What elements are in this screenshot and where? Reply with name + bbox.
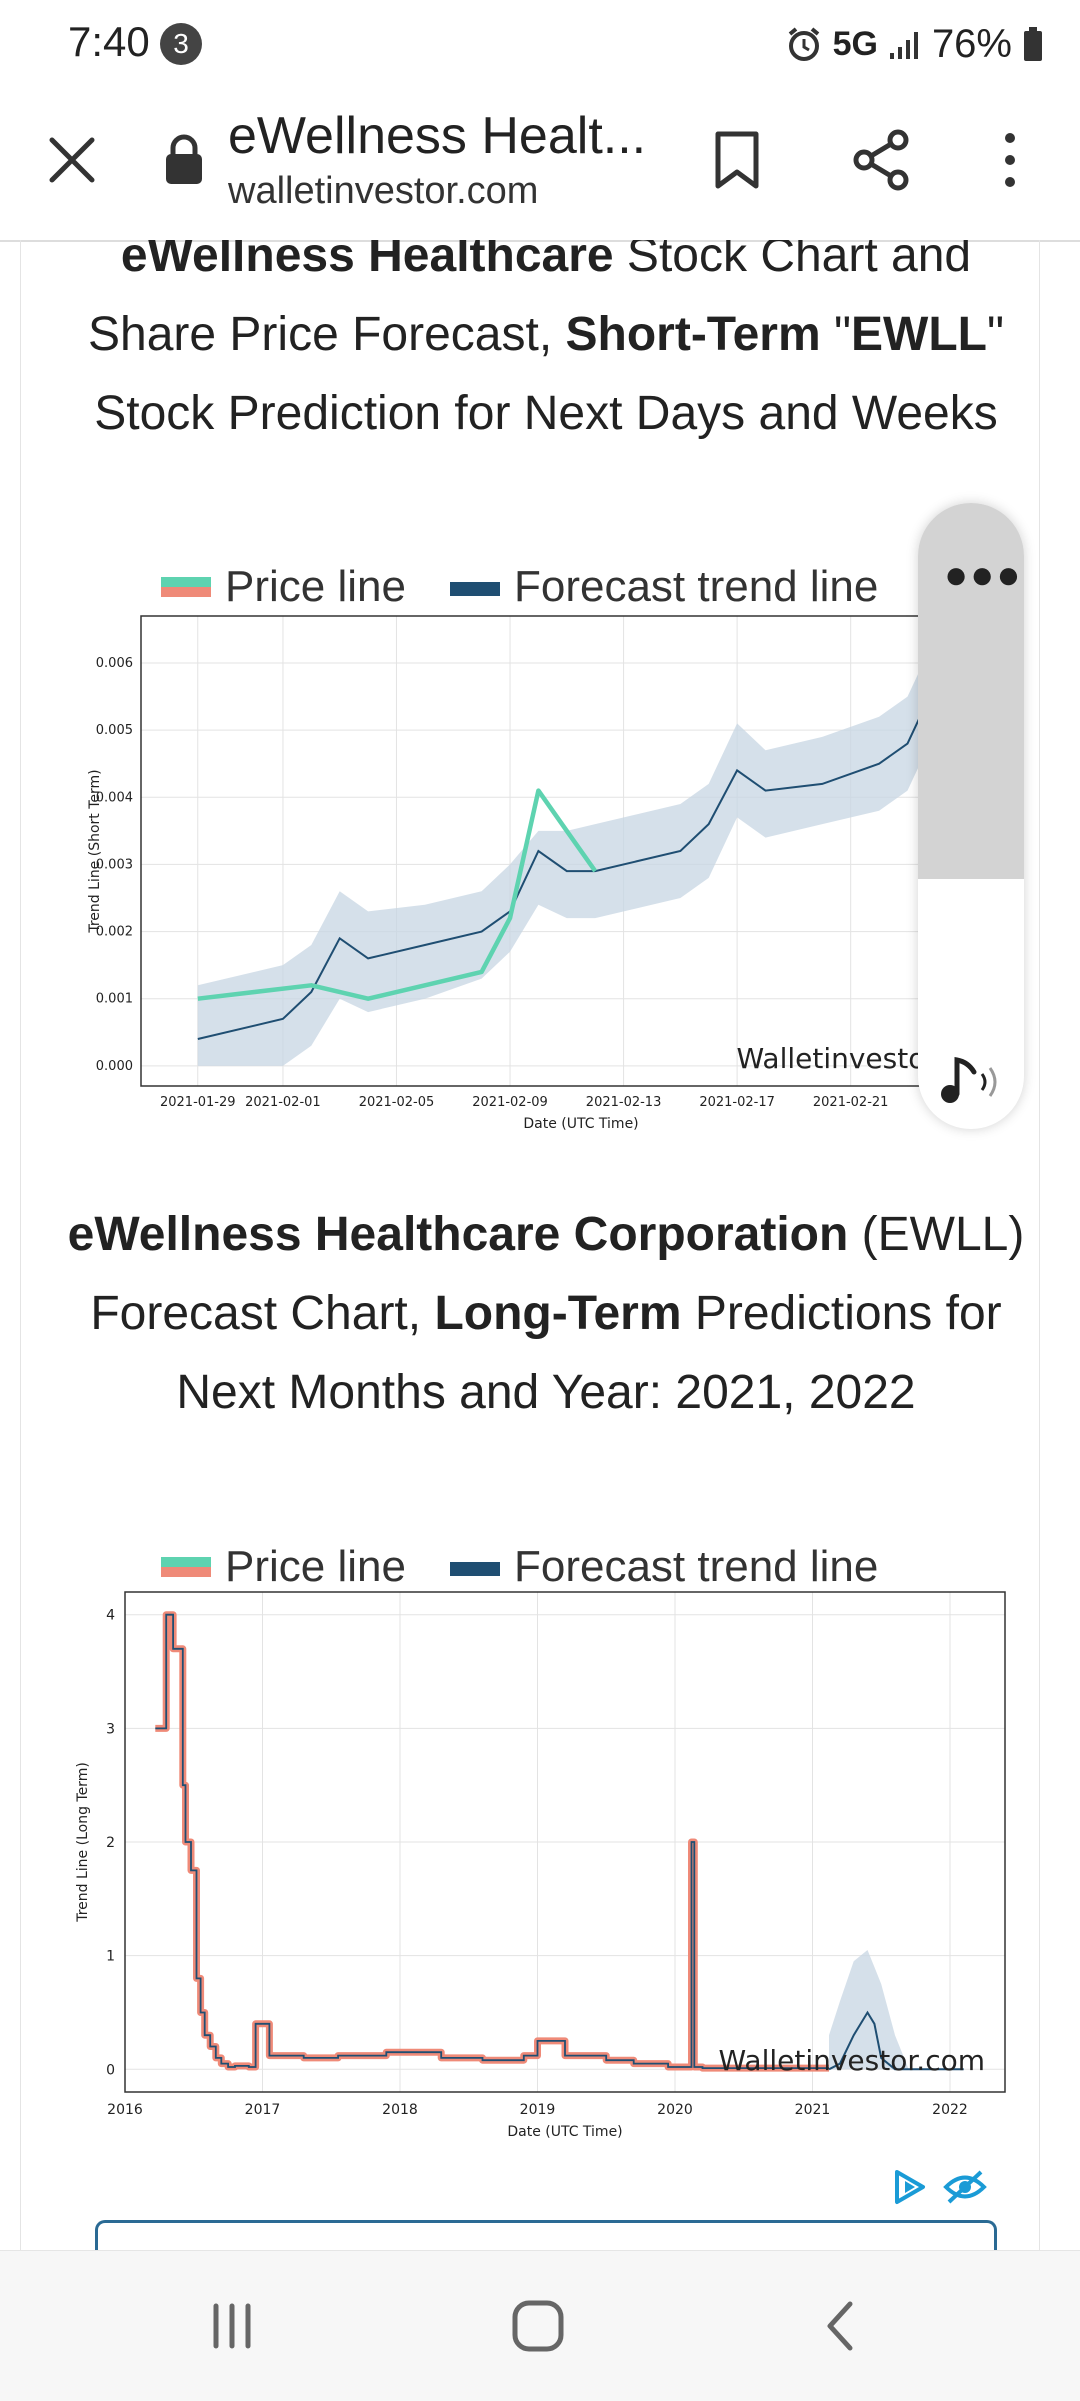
- status-bar: 7:40 3 5G 76%: [0, 0, 1080, 88]
- x-tick-label: 2020: [657, 2102, 693, 2118]
- x-tick-label: 2021-02-05: [359, 1095, 435, 1110]
- recent-apps-icon[interactable]: [202, 2296, 262, 2356]
- forecast-confidence-band: [829, 1950, 909, 2070]
- y-tick-label: 0.004: [96, 790, 133, 805]
- legend-forecast-label: Forecast trend line: [513, 562, 879, 611]
- x-tick-label: 2021-02-01: [245, 1095, 321, 1110]
- heading-term: Short-Term: [565, 308, 821, 361]
- short-term-chart: 2021-01-29 2021-02-01 2021-02-05 2021-02-09…: [87, 615, 1022, 1132]
- heading-ticker: EWLL: [851, 308, 987, 361]
- legend-price-swatch: [161, 577, 211, 597]
- y-tick-label: 3: [106, 1721, 115, 1737]
- price-line: [155, 1611, 829, 2072]
- page-title[interactable]: eWellness Healt...: [228, 107, 647, 165]
- close-icon[interactable]: [40, 128, 104, 192]
- long-term-chart: 2016 2017 2018 2019 2020 2021 2022 0 1 2 3 4 Date (U…: [75, 1591, 1006, 2140]
- x-tick-label: 2016: [107, 2102, 143, 2118]
- legend-price-swatch: [161, 1557, 211, 1577]
- legend-price-label: Price line: [225, 562, 406, 611]
- status-time: 7:40: [68, 18, 150, 65]
- x-axis-label: Date (UTC Time): [507, 2124, 622, 2140]
- long-term-heading: eWellness Healthcare Corporation (EWLL) …: [61, 1195, 1031, 1432]
- y-tick-label: 0.006: [96, 656, 133, 671]
- widget-handle[interactable]: ●●●: [918, 503, 1024, 879]
- floating-media-widget[interactable]: ●●●: [918, 503, 1024, 1129]
- y-axis-label: Trend Line (Long Term): [75, 1762, 91, 1923]
- page-content: eWellness Healthcare Stock Chart and Sha…: [20, 240, 1040, 2250]
- forecast-trend-line: [197, 681, 965, 1040]
- forecast-trend-line: [828, 2010, 964, 2071]
- y-tick-label: 0.003: [96, 857, 133, 872]
- battery-level: 76%: [931, 21, 1012, 66]
- ad-container[interactable]: [95, 2220, 997, 2250]
- y-axis-label: Trend Line (Short Term): [87, 769, 103, 933]
- ad-controls: [891, 2168, 987, 2206]
- heading-text: (EWLL) Forecast Chart,: [90, 1208, 1025, 1340]
- x-tick-label: 2021: [795, 2102, 831, 2118]
- heading-text: Stock Chart and Share Price Forecast,: [87, 240, 972, 361]
- page-url[interactable]: walletinvestor.com: [228, 170, 539, 212]
- heading-text-2: " Stock Prediction for Next Days and Wee…: [94, 308, 1005, 440]
- x-tick-label: 2022: [932, 2102, 968, 2118]
- x-axis-label: Date (UTC Time): [523, 1116, 638, 1132]
- y-tick-label: 0.000: [96, 1059, 133, 1074]
- network-type: 5G: [832, 24, 878, 63]
- back-icon[interactable]: [812, 2296, 872, 2356]
- short-term-heading: eWellness Healthcare Stock Chart and Sha…: [61, 240, 1031, 453]
- y-tick-label: 0.002: [96, 925, 133, 940]
- heading-company: eWellness Healthcare: [120, 240, 614, 282]
- signal-icon: [889, 32, 918, 59]
- lock-icon: [166, 134, 202, 184]
- y-tick-label: 1: [106, 1949, 115, 1965]
- home-icon[interactable]: [508, 2296, 568, 2356]
- share-icon[interactable]: [850, 128, 914, 192]
- heading-term: Long-Term: [434, 1287, 682, 1340]
- x-tick-label: 2021-02-09: [472, 1095, 548, 1110]
- short-chart-legend: Price line Forecast trend line: [161, 562, 878, 612]
- x-tick-label: 2021-01-29: [160, 1095, 236, 1110]
- plot-frame: [124, 1591, 1006, 2093]
- y-tick-label: 4: [106, 1608, 115, 1624]
- y-tick-label: 2: [106, 1835, 115, 1851]
- bookmark-icon[interactable]: [712, 128, 762, 192]
- heading-quote: ": [820, 308, 851, 361]
- legend-price-label: Price line: [225, 1542, 406, 1591]
- more-options-icon[interactable]: [990, 128, 1030, 192]
- legend-forecast-label: Forecast trend line: [513, 1542, 879, 1591]
- notification-count-badge: 3: [160, 23, 202, 65]
- long-chart-legend: Price line Forecast trend line: [161, 1542, 878, 1592]
- y-tick-label: 0: [106, 2062, 115, 2078]
- heading-company: eWellness Healthcare Corporation: [67, 1208, 849, 1261]
- heading-text-2: Predictions for Next Months and Year: 20…: [176, 1287, 1002, 1419]
- x-tick-label: 2018: [382, 2102, 418, 2118]
- legend-forecast-swatch: [449, 579, 500, 596]
- x-tick-label: 2021-02-21: [813, 1095, 889, 1110]
- browser-toolbar: eWellness Healt... walletinvestor.com: [0, 88, 1080, 242]
- ad-choices-icon[interactable]: [891, 2168, 929, 2206]
- y-tick-label: 0.005: [96, 723, 133, 738]
- status-icons: 5G 76%: [785, 20, 1044, 68]
- legend-forecast-swatch: [449, 1559, 500, 1576]
- watermark: Walletinvestor.com: [719, 2044, 985, 2077]
- more-icon[interactable]: ●●●: [944, 553, 1023, 597]
- price-line: [197, 788, 598, 1001]
- x-tick-label: 2019: [520, 2102, 556, 2118]
- alarm-icon: [788, 27, 819, 61]
- x-tick-label: 2021-02-13: [586, 1095, 662, 1110]
- ad-hide-icon[interactable]: [943, 2168, 987, 2206]
- battery-icon: [1024, 27, 1042, 61]
- forecast-trend-line-history: [155, 1613, 829, 2069]
- x-tick-label: 2017: [245, 2102, 281, 2118]
- x-tick-label: 2021-02-17: [699, 1095, 775, 1110]
- y-tick-label: 0.001: [96, 992, 133, 1007]
- music-icon[interactable]: [936, 1048, 1006, 1108]
- system-nav-bar: [0, 2250, 1080, 2401]
